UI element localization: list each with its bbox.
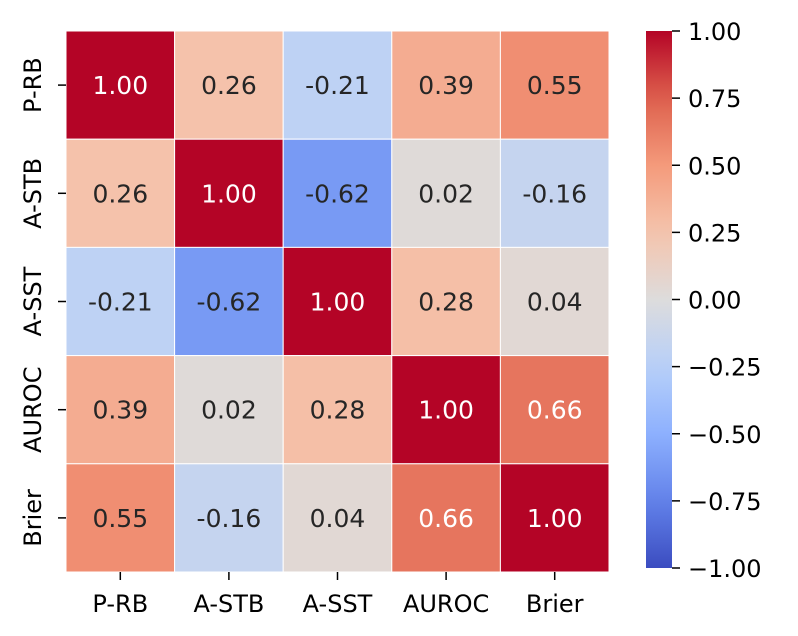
colorbar-tick-label: 0.25 bbox=[688, 219, 741, 247]
cell-annotation: 0.26 bbox=[201, 71, 257, 100]
colorbar-tick-label: 0.00 bbox=[688, 287, 741, 315]
cell-annotation: -0.62 bbox=[305, 179, 370, 208]
heatmap-cell-A-SST-AUROC bbox=[391, 246, 501, 357]
cell-annotation: 0.55 bbox=[92, 504, 148, 533]
heatmap-cell-P-RB-A-SST bbox=[282, 30, 393, 140]
heatmap-cell-AUROC-A-STB bbox=[174, 355, 284, 465]
cell-annotation: 0.55 bbox=[527, 71, 583, 100]
colorbar-tick-label: 1.00 bbox=[688, 18, 741, 46]
cell-annotation: 0.28 bbox=[418, 288, 474, 317]
cell-annotation: -0.62 bbox=[197, 288, 262, 317]
heatmap-cell-Brier-A-SST bbox=[282, 463, 393, 573]
heatmap-cell-A-STB-Brier bbox=[499, 138, 610, 248]
heatmap-cell-A-SST-A-SST bbox=[282, 246, 393, 357]
heatmap-cell-A-STB-P-RB bbox=[65, 138, 176, 248]
heatmap-cell-A-SST-A-STB bbox=[174, 246, 284, 357]
heatmap-cell-AUROC-AUROC bbox=[391, 355, 501, 465]
cell-annotation: -0.16 bbox=[197, 504, 262, 533]
y-tick-label: Brier bbox=[19, 489, 47, 547]
x-tick-label: Brier bbox=[526, 590, 584, 618]
cell-annotation: 1.00 bbox=[418, 396, 474, 425]
colorbar-tick-label: −1.00 bbox=[688, 555, 762, 583]
cell-annotation: 1.00 bbox=[201, 179, 257, 208]
heatmap-cell-Brier-P-RB bbox=[65, 463, 176, 573]
cell-annotation: 0.04 bbox=[310, 504, 366, 533]
colorbar: 1.00 0.75 0.50 0.25 0.00 −0.25 −0.50 −0.75 −1.00 bbox=[646, 18, 762, 583]
heatmap-cell-P-RB-Brier bbox=[499, 30, 610, 140]
heatmap-cell-AUROC-A-SST bbox=[282, 355, 393, 465]
cell-annotation: 0.28 bbox=[310, 396, 366, 425]
cell-annotation: 0.66 bbox=[418, 504, 474, 533]
x-tick-label: A-SST bbox=[303, 590, 373, 618]
colorbar-tick-label: 0.50 bbox=[688, 152, 741, 180]
cell-annotation: 0.04 bbox=[527, 288, 583, 317]
colorbar-tick-label: −0.25 bbox=[688, 354, 762, 382]
heatmap-cells bbox=[65, 30, 610, 573]
colorbar-gradient bbox=[646, 31, 672, 568]
x-tick-label: P-RB bbox=[92, 590, 148, 618]
cell-annotation: 0.66 bbox=[527, 396, 583, 425]
heatmap-cell-A-STB-A-SST bbox=[282, 138, 393, 248]
cell-annotation: 0.39 bbox=[418, 71, 474, 100]
heatmap-cell-A-SST-Brier bbox=[499, 246, 610, 357]
heatmap-cell-P-RB-P-RB bbox=[65, 30, 176, 140]
x-axis: P-RB A-STB A-SST AUROC Brier bbox=[92, 572, 584, 618]
heatmap-cell-Brier-Brier bbox=[499, 463, 610, 573]
cell-annotation: 0.02 bbox=[201, 396, 257, 425]
heatmap-annotations: 1.00 0.26 -0.21 0.39 0.55 0.26 1.00 -0.62 0.02 -0… bbox=[88, 71, 587, 533]
cell-annotation: 1.00 bbox=[527, 504, 583, 533]
y-tick-label: A-SST bbox=[19, 266, 47, 336]
x-tick-label: AUROC bbox=[403, 590, 489, 618]
cell-annotation: -0.21 bbox=[88, 288, 153, 317]
cell-annotation: 1.00 bbox=[92, 71, 148, 100]
heatmap-cell-P-RB-A-STB bbox=[174, 30, 284, 140]
colorbar-tick-label: −0.50 bbox=[688, 421, 762, 449]
cell-annotation: -0.21 bbox=[305, 71, 370, 100]
cell-annotation: -0.16 bbox=[522, 179, 587, 208]
colorbar-tick-label: −0.75 bbox=[688, 488, 762, 516]
heatmap-cell-AUROC-Brier bbox=[499, 355, 610, 465]
y-tick-label: A-STB bbox=[19, 158, 47, 229]
heatmap-cell-Brier-A-STB bbox=[174, 463, 284, 573]
cell-annotation: 0.39 bbox=[92, 396, 148, 425]
cell-annotation: 1.00 bbox=[310, 288, 366, 317]
x-tick-label: A-STB bbox=[193, 590, 264, 618]
colorbar-tick-label: 0.75 bbox=[688, 85, 741, 113]
y-axis: P-RB A-STB A-SST AUROC Brier bbox=[19, 57, 66, 547]
y-tick-label: P-RB bbox=[19, 57, 47, 113]
cell-annotation: 0.26 bbox=[92, 179, 148, 208]
cell-annotation: 0.02 bbox=[418, 179, 474, 208]
y-tick-label: AUROC bbox=[19, 367, 47, 453]
heatmap-cell-P-RB-AUROC bbox=[391, 30, 501, 140]
